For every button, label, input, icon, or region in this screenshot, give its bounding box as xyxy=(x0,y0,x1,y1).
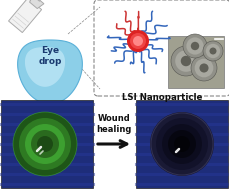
FancyBboxPatch shape xyxy=(135,100,227,188)
Circle shape xyxy=(199,64,208,73)
Circle shape xyxy=(209,47,215,54)
Circle shape xyxy=(180,56,191,66)
Circle shape xyxy=(13,112,77,176)
Polygon shape xyxy=(25,47,65,87)
Circle shape xyxy=(190,42,198,50)
Circle shape xyxy=(190,55,216,81)
Polygon shape xyxy=(18,40,82,104)
Circle shape xyxy=(173,136,189,152)
Circle shape xyxy=(167,130,195,158)
Circle shape xyxy=(31,130,59,158)
Circle shape xyxy=(155,118,207,170)
Circle shape xyxy=(132,36,142,46)
Polygon shape xyxy=(30,0,44,9)
Circle shape xyxy=(185,37,203,55)
Circle shape xyxy=(149,112,213,176)
Text: LSI Nanoparticle: LSI Nanoparticle xyxy=(121,93,201,102)
Polygon shape xyxy=(8,0,41,33)
FancyBboxPatch shape xyxy=(94,0,229,96)
FancyBboxPatch shape xyxy=(167,36,223,88)
Text: Wound
healing: Wound healing xyxy=(96,114,131,134)
Circle shape xyxy=(19,118,71,170)
Circle shape xyxy=(202,41,222,61)
FancyBboxPatch shape xyxy=(1,100,93,188)
Circle shape xyxy=(129,33,145,49)
Polygon shape xyxy=(36,0,42,1)
Circle shape xyxy=(194,59,213,77)
Circle shape xyxy=(182,34,206,58)
Circle shape xyxy=(126,30,148,52)
Circle shape xyxy=(170,46,200,76)
Circle shape xyxy=(37,136,53,152)
Circle shape xyxy=(205,44,219,58)
Circle shape xyxy=(174,50,196,72)
Circle shape xyxy=(25,124,65,164)
Circle shape xyxy=(161,124,201,164)
Text: Eye
drop: Eye drop xyxy=(38,46,61,66)
